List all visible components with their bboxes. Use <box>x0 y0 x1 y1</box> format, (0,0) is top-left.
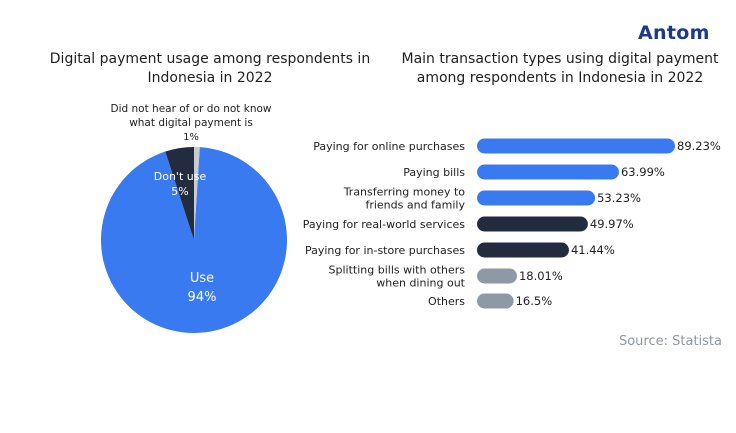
bar-category-label: Paying for online purchases <box>313 140 465 153</box>
pie-label-unknown: Did not hear of or do not know <box>111 103 272 115</box>
pie-label-unknown: what digital payment is <box>129 117 253 129</box>
pie-chart-title-line: Digital payment usage among respondents … <box>49 51 371 67</box>
pie-chart-title: Digital payment usage among respondents … <box>40 50 380 88</box>
bar-category-label: Paying for real-world services <box>303 218 466 231</box>
bar-value-label: 53.23% <box>597 191 641 205</box>
pie-value-unknown: 1% <box>183 132 199 143</box>
bar-category-label: when dining out <box>376 277 465 290</box>
pie-label-dont-use: Don't use <box>154 170 207 183</box>
bar-category-label: Others <box>428 295 465 308</box>
brand-logo: Antom <box>638 22 722 44</box>
bar-value-label: 16.5% <box>516 294 553 308</box>
bar-value-label: 41.44% <box>571 243 615 257</box>
pie-value-use: 94% <box>188 290 217 305</box>
bar <box>477 164 619 180</box>
pie-slice-unknown <box>194 147 200 240</box>
bar-category-label: Paying bills <box>403 166 465 179</box>
bar-category-label: friends and family <box>365 199 465 212</box>
bar-value-label: 49.97% <box>590 217 634 231</box>
pie-label-use: Use <box>190 271 214 286</box>
bar-category-label: Splitting bills with others <box>329 264 466 277</box>
bar-category-label: Paying for in-store purchases <box>305 244 465 257</box>
pie-slice-use <box>100 147 287 333</box>
pie-slice-dont-use <box>165 147 194 240</box>
bar-chart-title: Main transaction types using digital pay… <box>385 50 735 88</box>
bar-chart-title-line: among respondents in Indonesia in 2022 <box>416 70 704 86</box>
bar-value-label: 18.01% <box>519 269 563 283</box>
brand-logo-text: Antom <box>638 22 710 44</box>
bar <box>477 268 517 284</box>
bar <box>477 138 675 154</box>
bar-value-label: 89.23% <box>677 139 721 153</box>
bar-value-label: 63.99% <box>621 165 665 179</box>
pie-value-dont-use: 5% <box>171 185 188 198</box>
bar <box>477 293 514 309</box>
bar <box>477 242 569 258</box>
pie-chart-title-line: Indonesia in 2022 <box>147 70 273 86</box>
bar <box>477 190 596 206</box>
bar-category-label: Transferring money to <box>343 186 466 199</box>
bar-chart-title-line: Main transaction types using digital pay… <box>401 51 719 67</box>
bar <box>477 216 588 232</box>
pie-chart: Use 94% Don't use 5% Did not hear of or do n… <box>100 103 287 333</box>
source-note: Source: Statista <box>618 334 722 349</box>
